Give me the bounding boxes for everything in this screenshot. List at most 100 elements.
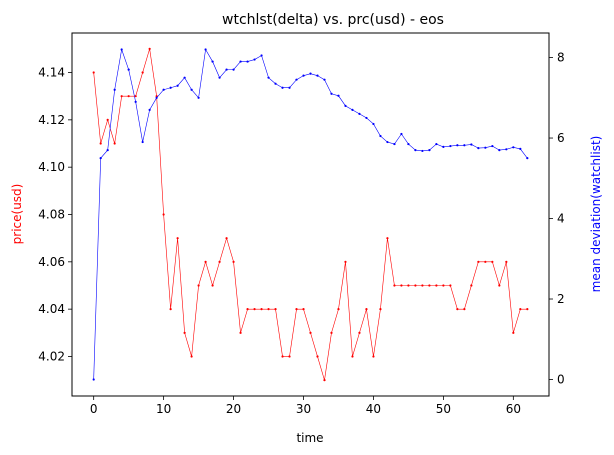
series-left-point [386,237,389,240]
y-left-tick-label: 4.02 [38,349,65,363]
series-left-point [498,284,501,287]
y-right-tick-label: 6 [557,131,565,145]
series-right-point [351,108,354,111]
series-right-point [470,143,473,146]
x-tick-label: 40 [366,402,381,416]
series-left-point [204,260,207,263]
series-right-point [281,86,284,89]
series-right-point [400,132,403,136]
series-left-point [365,308,368,311]
series-left-point [456,308,459,311]
series-right-point [379,134,382,138]
series-right-point [113,88,116,91]
series-left-point [197,284,200,287]
x-tick-label: 60 [506,402,521,416]
series-left-point [92,71,95,74]
series-left-point [260,308,263,311]
series-left-point [225,237,228,240]
series-left-point [477,260,480,263]
series-right-point [295,78,298,81]
series-left-point [435,284,438,287]
series-right-point [442,145,445,148]
y-right-tick-label: 8 [557,51,565,65]
series-left-point [414,284,417,287]
series-left-point [344,260,347,263]
series-left-point [442,284,445,287]
series-right-point [337,94,340,97]
series-right-point [148,108,151,111]
series-right-point [176,84,179,87]
y-right-tick-label: 0 [557,373,565,387]
x-tick-label: 10 [156,402,171,416]
series-right-point [435,142,438,146]
ticks-layer: 0 10 20 30 40 50 604.024.044.064.084.104.124.1… [38,51,564,416]
series-right-point [372,122,375,126]
series-left-point [323,379,326,382]
series-left-point [330,331,333,334]
series-left-point [407,284,410,287]
series-layer [92,47,529,382]
series-left-point [288,355,291,358]
series-left-point [358,331,361,334]
series-right-point [477,146,480,150]
x-tick-label: 30 [296,402,311,416]
series-right-point [393,142,396,146]
series-left-point [428,284,431,287]
series-right-point [204,48,207,51]
series-left-line [93,48,528,381]
series-left-point [169,308,172,311]
series-right-point [491,144,494,148]
series-left-point [463,308,466,311]
series-left-point [246,308,249,311]
series-right-point [526,157,529,160]
series-right-point [183,76,186,79]
series-right-point [512,146,515,149]
series-right-point [365,116,368,120]
series-left-point [400,284,403,287]
series-left-point [211,284,214,287]
series-right-point [449,144,452,148]
series-right-point [120,48,123,51]
series-right-point [274,82,277,85]
series-right-point [505,148,508,151]
series-left-point [134,95,137,98]
series-right-point [239,60,242,63]
series-right-point [106,149,109,152]
series-right-point [323,78,326,81]
series-left-point [218,260,221,263]
series-right-point [260,54,263,57]
y-right-tick-label: 2 [557,292,565,306]
series-left-point [379,308,382,311]
series-left-point [232,260,235,263]
series-right-point [267,76,270,79]
series-left-point [484,260,487,263]
series-left-point [491,260,494,263]
chart-title: wtchlst(delta) vs. prc(usd) - eos [222,12,444,28]
series-right-point [190,88,193,91]
series-right-point [463,144,466,147]
series-right-point [330,92,333,95]
series-left-point [176,237,179,240]
series-right-point [155,96,158,99]
series-left-point [183,331,186,334]
series-right-point [309,72,312,75]
y-left-tick-label: 4.06 [38,255,65,269]
series-right-point [127,68,130,71]
y-left-tick-label: 4.14 [38,66,65,80]
series-right-point [246,60,249,63]
series-left-point [239,331,242,334]
series-left-point [449,284,452,287]
series-left-point [267,308,270,311]
series-right-point [484,146,487,149]
series-right-point [316,74,319,77]
series-left-point [302,308,305,311]
series-left-point [113,142,116,145]
series-right-point [386,140,389,144]
y-right-tick-label: 4 [557,212,565,226]
series-right-point [211,60,214,63]
series-left-point [393,284,396,287]
series-left-point [281,355,284,358]
series-right-point [428,149,431,152]
series-left-point [148,47,151,50]
